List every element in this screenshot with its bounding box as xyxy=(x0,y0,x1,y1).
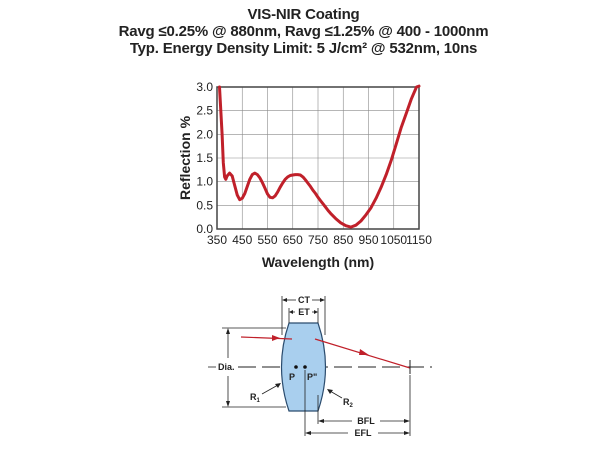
x-tick-label: 1050 xyxy=(380,233,407,247)
y-tick-labels: 0.0 0.5 1.0 1.5 2.0 2.5 3.0 xyxy=(196,80,213,236)
et-label: ET xyxy=(298,307,310,317)
y-axis-label: Reflection % xyxy=(177,115,193,200)
x-tick-label: 450 xyxy=(232,233,252,247)
principal-point-p2 xyxy=(303,365,307,369)
ct-arrow-left xyxy=(282,298,287,302)
chart-title-block: VIS-NIR Coating Ravg ≤0.25% @ 880nm, Rav… xyxy=(0,6,607,57)
bfl-arrow-right xyxy=(404,419,410,423)
r2-label: R2 xyxy=(343,397,354,409)
y-tick-label: 2.5 xyxy=(196,104,213,118)
chart-subtitle-coating: Ravg ≤0.25% @ 880nm, Ravg ≤1.25% @ 400 -… xyxy=(118,23,489,40)
et-arrow-left xyxy=(289,310,293,314)
r1-leader xyxy=(261,384,279,395)
x-tick-label: 950 xyxy=(358,233,378,247)
ct-label: CT xyxy=(298,295,310,305)
et-arrow-right xyxy=(314,310,318,314)
x-tick-label: 350 xyxy=(207,233,227,247)
reflection-curve xyxy=(218,84,421,229)
principal-point-p xyxy=(294,365,298,369)
x-tick-label: 650 xyxy=(283,233,303,247)
efl-label: EFL xyxy=(355,428,373,438)
x-tick-label: 550 xyxy=(257,233,277,247)
incoming-ray xyxy=(240,336,293,340)
chart-grid xyxy=(217,87,419,229)
bfl-arrow-left xyxy=(318,419,324,423)
plot-frame xyxy=(216,86,420,230)
ray-arrowhead-2 xyxy=(359,349,369,355)
dia-arrow-bottom xyxy=(226,401,230,407)
chart-subtitle-energy: Typ. Energy Density Limit: 5 J/cm² @ 532… xyxy=(129,40,478,57)
y-tick-label: 0.5 xyxy=(196,198,213,212)
y-tick-label: 3.0 xyxy=(196,80,213,94)
y-tick-label: 0.0 xyxy=(196,222,213,236)
dia-label: Dia. xyxy=(218,362,235,372)
r1-label: R1 xyxy=(250,392,261,404)
bfl-label: BFL xyxy=(357,416,375,426)
y-tick-label: 2.0 xyxy=(196,127,213,141)
p-label: P xyxy=(289,372,295,382)
r2-arrow xyxy=(327,389,333,394)
p2-label: P" xyxy=(307,372,317,382)
dia-arrow-top xyxy=(226,328,230,334)
x-axis-label: Wavelength (nm) xyxy=(262,254,374,270)
y-tick-label: 1.0 xyxy=(196,175,213,189)
efl-arrow-right xyxy=(404,431,410,435)
y-tick-label: 1.5 xyxy=(196,151,213,165)
chart-title: VIS-NIR Coating xyxy=(247,6,360,23)
x-tick-label: 750 xyxy=(308,233,328,247)
ray-arrowhead-1 xyxy=(272,335,280,341)
x-tick-label: 1150 xyxy=(406,233,432,247)
ct-arrow-right xyxy=(320,298,325,302)
efl-arrow-left xyxy=(305,431,311,435)
r2-leader xyxy=(329,390,343,399)
x-tick-label: 850 xyxy=(333,233,353,247)
r1-arrow xyxy=(275,383,281,388)
